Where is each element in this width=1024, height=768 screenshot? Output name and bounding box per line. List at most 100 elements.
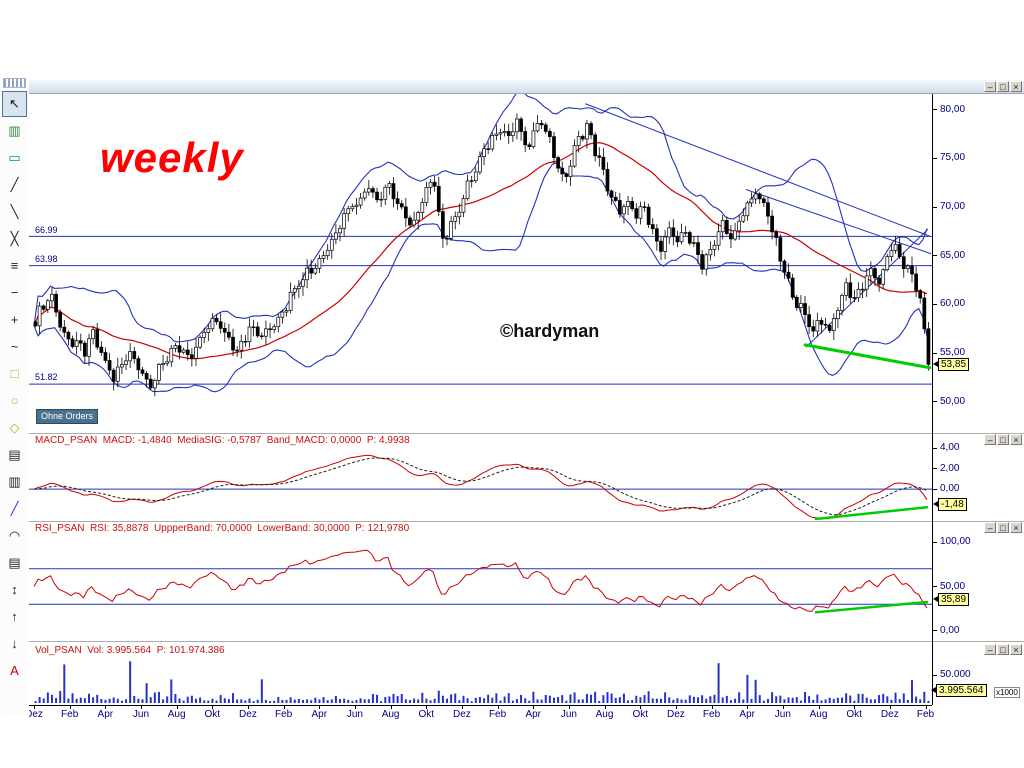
- time-axis-tick: [283, 705, 285, 709]
- tool-arrow-down[interactable]: ↓: [11, 636, 18, 651]
- tool-levels[interactable]: ▤: [8, 555, 21, 570]
- toolbar-grip[interactable]: [3, 78, 26, 88]
- tool-grid[interactable]: ▤: [8, 447, 21, 462]
- tool-crosshair[interactable]: +: [10, 312, 19, 327]
- time-axis-tick: [818, 705, 820, 709]
- tool-cross-line[interactable]: ╳: [10, 231, 19, 246]
- macd-signal-line: [33, 457, 928, 516]
- drawing-toolbar: ↖ ▥ ▭ ╱ ╲ ╳ ≡ − + ~ □ ○ ◇ ▤ ▥ ╱ ◠ ▤ ↕ ↑ ↓ A: [0, 78, 29, 714]
- time-axis-tick: [497, 705, 499, 709]
- time-axis-tick: [140, 705, 142, 709]
- tool-arrow-up[interactable]: ↑: [11, 609, 18, 624]
- time-axis-tick: [854, 705, 856, 709]
- volume-value-badge: 3.995.564: [936, 684, 987, 697]
- main-axis-tick: [932, 206, 937, 208]
- main-axis-tick-label: 55,00: [940, 347, 966, 359]
- time-axis-tick: [640, 705, 642, 709]
- watermark-text: ©hardyman: [500, 321, 600, 341]
- volume-bars: [34, 661, 930, 703]
- time-axis-tick: [533, 705, 535, 709]
- time-axis-tick: [568, 705, 570, 709]
- last-price-badge: 53,85: [938, 358, 970, 371]
- chart-window-titlebar[interactable]: PSAN - SANOFI SYNTHELABO - End-of-Day 1 …: [29, 80, 1024, 94]
- time-axis-month-label: Feb: [274, 709, 293, 720]
- tool-diamond[interactable]: ◇: [9, 420, 20, 435]
- main-minimize-button[interactable]: –: [984, 81, 996, 92]
- macd-indicator-chart[interactable]: [29, 447, 932, 520]
- main-axis-tick-label: 50,00: [940, 395, 966, 407]
- rsi-indicator-chart[interactable]: [29, 535, 932, 639]
- vol-close-button[interactable]: ×: [1010, 644, 1022, 655]
- tool-cursor[interactable]: ↖: [2, 91, 27, 117]
- tool-horizontal-line[interactable]: −: [10, 285, 19, 300]
- moving-average-line: [33, 141, 928, 360]
- tool-parallel-channel[interactable]: ≡: [10, 258, 19, 273]
- main-axis-tick: [932, 303, 937, 305]
- vol-minimize-button[interactable]: –: [984, 644, 996, 655]
- panel-separator[interactable]: [29, 641, 1024, 642]
- volume-chart[interactable]: [29, 657, 932, 704]
- time-axis-month-label: Aug: [381, 709, 400, 720]
- tool-rectangle[interactable]: □: [10, 366, 19, 381]
- rsi-minimize-button[interactable]: –: [984, 522, 996, 533]
- tool-chart-style[interactable]: ▥: [8, 123, 21, 138]
- time-axis-month-label: Apr: [525, 709, 542, 720]
- tool-draw-pen[interactable]: ╱: [10, 501, 19, 516]
- bollinger-lower-band: [33, 162, 928, 393]
- rsi-maximize-button[interactable]: □: [997, 522, 1009, 533]
- tool-curve[interactable]: ~: [10, 339, 19, 354]
- main-axis-tick-label: 80,00: [940, 103, 966, 115]
- time-axis-tick: [925, 705, 927, 709]
- rsi-close-button[interactable]: ×: [1010, 522, 1022, 533]
- time-axis-month-label: Feb: [488, 709, 507, 720]
- tool-zoom-area[interactable]: ▭: [8, 150, 21, 165]
- hline-label-66-99: 66.99: [35, 225, 58, 235]
- vol-maximize-button[interactable]: □: [997, 644, 1009, 655]
- macd-green-trendline[interactable]: [814, 506, 929, 520]
- volume-axis-tick-label: 50.000: [940, 669, 971, 680]
- tool-text-label[interactable]: A: [10, 663, 19, 678]
- price-axis-line: [932, 94, 933, 705]
- main-axis-tick-label: 75,00: [940, 152, 966, 164]
- tool-ellipse[interactable]: ○: [10, 393, 19, 408]
- blue-trendline[interactable]: [745, 188, 932, 255]
- tool-trend-line-down[interactable]: ╲: [10, 204, 19, 219]
- time-axis-tick: [426, 705, 428, 709]
- macd-maximize-button[interactable]: □: [997, 434, 1009, 445]
- time-axis-tick: [319, 705, 321, 709]
- ohne-orders-button[interactable]: Ohne Orders: [36, 409, 99, 424]
- bollinger-upper-band: [33, 94, 928, 343]
- macd-axis-tick-label: 4,00: [940, 442, 960, 454]
- hline-label-63-98: 63.98: [35, 254, 58, 264]
- panel-separator[interactable]: [29, 521, 1024, 522]
- weekly-annotation: weekly: [100, 134, 244, 181]
- macd-axis-tick: [932, 447, 937, 449]
- tool-trend-line[interactable]: ╱: [10, 177, 19, 192]
- main-maximize-button[interactable]: □: [997, 81, 1009, 92]
- time-axis-tick: [105, 705, 107, 709]
- green-support-trendline[interactable]: [803, 343, 932, 370]
- macd-close-button[interactable]: ×: [1010, 434, 1022, 445]
- toolbar-tools: ↖ ▥ ▭ ╱ ╲ ╳ ≡ − + ~ □ ○ ◇ ▤ ▥ ╱ ◠ ▤ ↕ ↑ ↓ A: [0, 91, 29, 684]
- macd-axis-tick: [932, 468, 937, 470]
- rsi-green-trendline[interactable]: [814, 600, 929, 614]
- macd-axis-tick: [932, 488, 937, 490]
- main-close-button[interactable]: ×: [1010, 81, 1022, 92]
- time-axis-month-label: Feb: [61, 709, 79, 720]
- tool-arc[interactable]: ◠: [8, 528, 21, 543]
- tool-move-vertical[interactable]: ↕: [11, 582, 18, 597]
- time-axis-month-label: Apr: [311, 709, 328, 720]
- time-axis-month-label: Dez: [880, 709, 899, 720]
- rsi-line: [33, 549, 928, 613]
- rsi-axis-tick-label: 100,00: [940, 536, 971, 548]
- tool-histogram[interactable]: ▥: [8, 474, 21, 489]
- time-axis-tick: [711, 705, 713, 709]
- panel-separator[interactable]: [29, 433, 1024, 434]
- blue-trendline[interactable]: [585, 103, 931, 237]
- macd-minimize-button[interactable]: –: [984, 434, 996, 445]
- main-axis-tick: [932, 109, 937, 111]
- time-axis-month-label: Okt: [204, 709, 221, 720]
- time-axis-month-label: Dez: [666, 709, 685, 720]
- time-axis-month-label: Jun: [132, 709, 150, 720]
- main-price-chart[interactable]: [29, 94, 932, 433]
